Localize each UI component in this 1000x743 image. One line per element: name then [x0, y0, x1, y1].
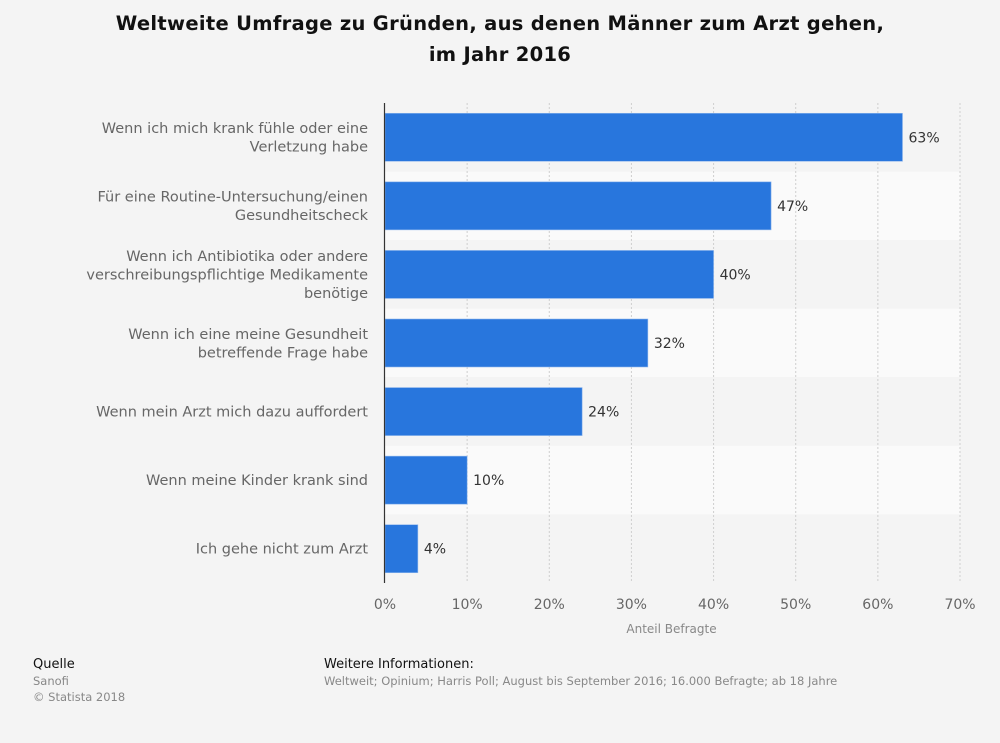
copyright: © Statista 2018 — [33, 690, 126, 704]
category-label-line: Wenn meine Kinder krank sind — [146, 473, 368, 489]
x-tick-label: 50% — [780, 597, 811, 613]
category-label: Für eine Routine-Untersuchung/einen Gesun… — [97, 190, 368, 225]
category-label-line: Wenn ich Antibiotika oder andere — [126, 249, 368, 265]
data-label: 32% — [654, 336, 685, 352]
x-tick-label: 60% — [862, 597, 893, 613]
bar — [384, 318, 649, 368]
data-label: 10% — [473, 473, 504, 489]
data-label: 63% — [909, 130, 940, 146]
category-label: Ich gehe nicht zum Arzt — [196, 542, 369, 558]
category-label-line: verschreibungspflichtige Medikamente — [86, 267, 368, 283]
category-label-line: Wenn ich mich krank fühle oder eine — [102, 121, 368, 137]
x-axis-title: Anteil Befragte — [626, 622, 716, 636]
data-label: 4% — [424, 542, 446, 558]
category-label-line: Für eine Routine-Untersuchung/einen — [97, 190, 368, 206]
category-label-line: Wenn mein Arzt mich dazu auffordert — [96, 405, 368, 421]
chart-title: Weltweite Umfrage zu Gründen, aus denen … — [0, 8, 1000, 70]
info-block: Weitere Informationen: Weltweit; Opinium… — [324, 657, 837, 689]
category-label: Wenn ich eine meine Gesundheit betreffend… — [128, 327, 368, 362]
bar — [384, 387, 583, 436]
source-heading: Quelle — [33, 657, 75, 672]
data-label: 40% — [720, 267, 751, 283]
x-tick-label: 70% — [944, 597, 975, 613]
x-tick-label: 10% — [452, 597, 483, 613]
bar-chart: 0% 10% 20% 30% 40% 50% 60% 70% 63% Wenn ich mich … — [86, 103, 976, 636]
chart-title-line: Weltweite Umfrage zu Gründen, aus denen … — [115, 12, 885, 35]
bar — [384, 112, 903, 162]
category-label: Wenn mein Arzt mich dazu auffordert — [96, 405, 368, 421]
info-heading: Weitere Informationen: — [324, 657, 474, 672]
bar — [384, 181, 772, 231]
bar — [384, 250, 714, 299]
bar — [384, 524, 419, 574]
x-tick-label: 0% — [374, 597, 396, 613]
x-tick-label: 40% — [698, 597, 729, 613]
category-label-line: Ich gehe nicht zum Arzt — [196, 542, 369, 558]
category-label: Wenn ich mich krank fühle oder eine Verle… — [102, 121, 368, 156]
row-band — [385, 514, 960, 583]
x-tick-label: 30% — [616, 597, 647, 613]
category-label-line: Gesundheitscheck — [235, 208, 369, 224]
info-text: Weltweit; Opinium; Harris Poll; August b… — [324, 674, 838, 688]
category-label-line: betreffende Frage habe — [198, 345, 368, 361]
category-label: Wenn meine Kinder krank sind — [146, 473, 368, 489]
source-name: Sanofi — [33, 674, 69, 688]
row-band — [385, 445, 960, 515]
x-tick-label: 20% — [534, 597, 565, 613]
source-block: Quelle Sanofi © Statista 2018 — [33, 657, 125, 705]
category-label: Wenn ich Antibiotika oder andere verschre… — [86, 249, 368, 302]
bar — [384, 455, 468, 505]
data-label: 24% — [588, 405, 619, 421]
category-label-line: Verletzung habe — [250, 140, 368, 156]
category-label-line: Wenn ich eine meine Gesundheit — [128, 327, 368, 343]
chart-title-line: im Jahr 2016 — [428, 43, 572, 66]
data-label: 47% — [777, 199, 808, 215]
category-label-line: benötige — [304, 286, 368, 302]
